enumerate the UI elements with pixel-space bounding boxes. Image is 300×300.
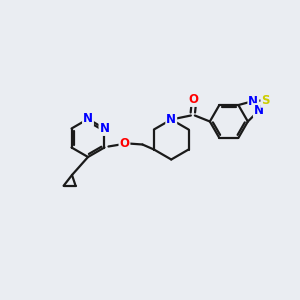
Text: S: S	[261, 94, 270, 107]
Text: N: N	[254, 104, 264, 117]
Text: O: O	[119, 137, 130, 150]
Text: O: O	[189, 93, 199, 106]
Text: N: N	[100, 122, 110, 135]
Text: N: N	[166, 113, 176, 126]
Text: N: N	[83, 112, 93, 125]
Text: N: N	[248, 94, 258, 107]
